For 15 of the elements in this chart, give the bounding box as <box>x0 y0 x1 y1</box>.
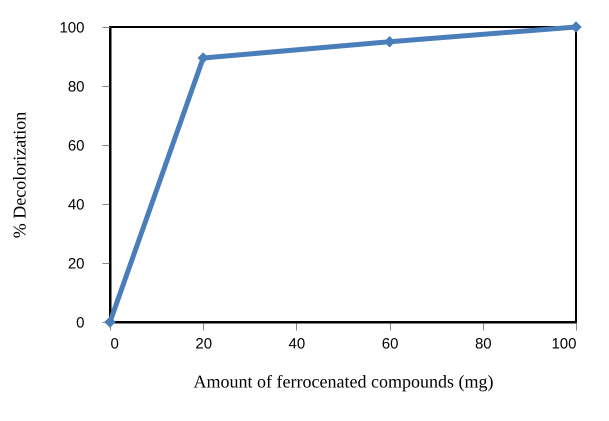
x-tick-label: 80 <box>474 336 492 352</box>
x-tick-label: 40 <box>288 336 306 352</box>
y-tick-label: 20 <box>68 256 84 272</box>
point <box>104 316 116 328</box>
x-tick-label: 0 <box>110 336 119 352</box>
y-axis-title: % Decolorization <box>9 112 30 238</box>
y-tick-label: 0 <box>76 314 84 332</box>
x-tick-label: 100 <box>551 336 576 352</box>
y-tick-label: 40 <box>68 196 84 214</box>
y-tick-label: 100 <box>59 20 84 36</box>
x-tick-label: 60 <box>382 336 398 352</box>
x-axis-title: Amount of ferrocenated compounds (mg) <box>194 372 494 392</box>
x-tick-label: 20 <box>195 336 212 352</box>
y-tick-label: 60 <box>68 138 84 154</box>
y-tick-label: 80 <box>68 78 84 96</box>
